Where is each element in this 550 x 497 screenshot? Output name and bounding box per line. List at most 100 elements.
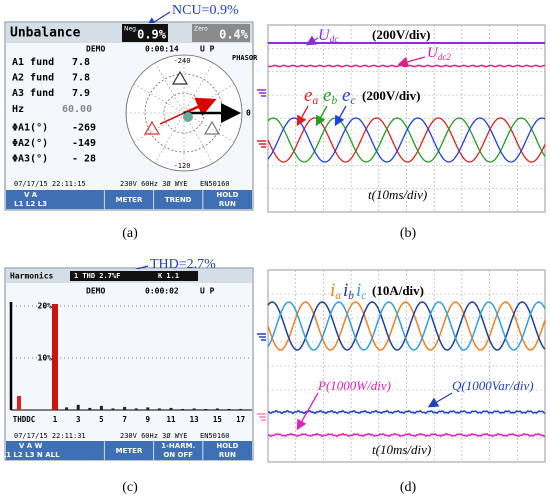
- phasor-dot: [183, 112, 193, 122]
- row-label: ΦA3(°): [12, 154, 48, 165]
- status-text: DEMO: [86, 287, 105, 296]
- x-tick-label: 7: [122, 415, 127, 424]
- arrow: [305, 35, 319, 46]
- symbol-main: U: [318, 27, 331, 44]
- button-label: L1 L2 L3 N ALL: [2, 451, 60, 459]
- footer-text: 230V 60Hz 3Ø WYE: [120, 180, 187, 188]
- arrow: [296, 105, 309, 127]
- row-value: - 28: [72, 154, 96, 165]
- symbol-main: e: [323, 85, 331, 106]
- x-tick-label: 3: [76, 415, 81, 424]
- bar: [134, 408, 138, 410]
- row-label: A2 fund: [12, 73, 54, 84]
- caption: (a): [122, 226, 138, 241]
- label: (200V/div): [362, 88, 421, 103]
- label: Neg.: [124, 26, 138, 33]
- bar: [123, 406, 127, 410]
- bar: [192, 408, 196, 410]
- x-tick-label: THDDC: [13, 415, 36, 424]
- label: Q(1000Var/div): [452, 378, 534, 393]
- symbol-sub: a: [335, 290, 341, 302]
- symbol: eb: [323, 85, 337, 106]
- screen-c: [4, 267, 254, 461]
- bar: [88, 407, 92, 410]
- row-value: 60.00: [62, 104, 92, 115]
- label: t(10ms/div): [372, 442, 431, 457]
- screen-title: Harmonics: [10, 271, 54, 281]
- bar: [76, 404, 80, 410]
- symbol-sub: b: [331, 95, 337, 107]
- bar: [99, 405, 103, 410]
- button-label: V A: [24, 191, 38, 199]
- button-label: METER: [116, 196, 143, 204]
- bar: [65, 407, 69, 410]
- annotation: THD=2.7%: [150, 257, 216, 272]
- label: (200V/div): [372, 27, 431, 42]
- arrow: [427, 392, 453, 408]
- row-label: A3 fund: [12, 88, 54, 99]
- phasor-triangle: [203, 120, 221, 135]
- bar: [146, 407, 150, 410]
- bar: [111, 408, 115, 410]
- symbol: Udc2: [427, 45, 451, 62]
- caption: (d): [400, 480, 417, 495]
- phasor-triangle: [143, 120, 161, 135]
- symbol: ec: [342, 85, 356, 106]
- y-tick-label: 10%: [38, 354, 53, 363]
- row-label: A1 fund: [12, 57, 54, 68]
- symbol-main: i: [330, 280, 335, 301]
- arrow: [334, 105, 347, 127]
- waveform: [267, 432, 546, 438]
- label: P(1000W/div): [317, 378, 391, 393]
- footer-text: 07/17/15 22:11:31: [14, 432, 86, 440]
- arrow: [397, 56, 426, 67]
- phasor-spoke: [133, 112, 185, 143]
- button-label: ON OFF: [163, 451, 193, 459]
- label: Zero: [194, 26, 208, 33]
- button-label: HOLD: [216, 191, 238, 199]
- waveform: [267, 117, 546, 163]
- symbol: ia: [330, 280, 341, 301]
- annotation: NCU=0.9%: [172, 3, 239, 18]
- waveform: [267, 409, 545, 415]
- y-tick-label: 20%: [38, 302, 53, 311]
- row-label: ΦA2(°): [12, 138, 48, 149]
- waveform: [267, 117, 546, 163]
- zero-box: [192, 24, 250, 42]
- phasor-triangle: [171, 70, 189, 85]
- arrow: [315, 105, 328, 127]
- button-label: RUN: [219, 200, 236, 208]
- bar: [204, 408, 208, 410]
- phasor-label: -240: [174, 57, 191, 65]
- symbol-main: e: [304, 85, 312, 106]
- row-value: 7.8: [72, 57, 90, 68]
- phasor-spoke: [154, 62, 185, 114]
- bar: [215, 408, 219, 410]
- status-text: 0:00:02: [145, 287, 179, 296]
- label: K 1.1: [158, 272, 179, 280]
- phasor-spoke: [183, 62, 214, 114]
- symbol-sub: a: [312, 95, 318, 107]
- status-text: U P: [200, 287, 215, 296]
- symbol-main: U: [427, 45, 439, 61]
- phasor-spoke: [133, 83, 185, 114]
- status-text: DEMO: [86, 45, 105, 54]
- phasor-label: -120: [174, 162, 191, 170]
- row-label: Hz: [12, 104, 24, 115]
- footer-text: 230V 60Hz 3Ø WYE: [120, 432, 187, 440]
- symbol-main: i: [343, 280, 348, 301]
- phasor-arrow: [183, 97, 217, 117]
- footer-text: EN50160: [200, 180, 230, 188]
- status-text: U P: [200, 45, 215, 54]
- bar: [181, 408, 185, 410]
- bar: [52, 304, 58, 410]
- button-label: 1-HARM.: [161, 442, 195, 450]
- symbol: ea: [304, 85, 318, 106]
- phasor-title: PHASOR: [232, 54, 258, 62]
- footer-text: EN50160: [200, 432, 230, 440]
- button-label: V A W: [19, 442, 43, 450]
- phasor-spoke: [154, 112, 185, 164]
- thd-box: [70, 271, 198, 281]
- button-bar: [6, 190, 252, 209]
